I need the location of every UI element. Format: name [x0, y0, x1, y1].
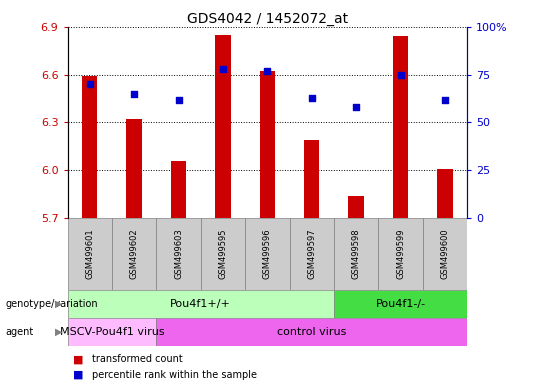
Text: GSM499599: GSM499599	[396, 229, 405, 279]
Bar	[304, 140, 320, 218]
Text: GSM499600: GSM499600	[441, 229, 449, 279]
Bar	[379, 218, 423, 290]
Bar	[215, 35, 231, 218]
Text: control virus: control virus	[277, 327, 346, 337]
Text: GSM499601: GSM499601	[85, 229, 94, 279]
Bar	[68, 290, 334, 318]
Bar	[334, 290, 467, 318]
Point	[352, 104, 360, 110]
Bar	[126, 119, 142, 218]
Bar	[112, 218, 156, 290]
Point	[396, 71, 405, 78]
Text: percentile rank within the sample: percentile rank within the sample	[92, 369, 257, 379]
Text: ■: ■	[73, 369, 83, 379]
Bar	[156, 218, 201, 290]
Bar	[156, 318, 467, 346]
Bar	[348, 196, 364, 218]
Point	[263, 68, 272, 74]
Bar	[68, 318, 156, 346]
Text: GSM499597: GSM499597	[307, 229, 316, 279]
Point	[174, 96, 183, 103]
Text: ■: ■	[73, 354, 83, 364]
Text: transformed count: transformed count	[92, 354, 183, 364]
Point	[130, 91, 138, 97]
Bar	[201, 218, 245, 290]
Point	[441, 96, 449, 103]
Bar	[260, 71, 275, 218]
Title: GDS4042 / 1452072_at: GDS4042 / 1452072_at	[187, 12, 348, 26]
Text: GSM499603: GSM499603	[174, 228, 183, 280]
Text: agent: agent	[5, 327, 33, 337]
Bar	[171, 161, 186, 218]
Text: Pou4f1-/-: Pou4f1-/-	[375, 299, 426, 309]
Text: GSM499595: GSM499595	[218, 229, 227, 279]
Text: GSM499596: GSM499596	[263, 229, 272, 279]
Bar	[437, 169, 453, 218]
Point	[219, 66, 227, 72]
Bar	[393, 36, 408, 218]
Text: ▶: ▶	[55, 327, 62, 337]
Text: ▶: ▶	[55, 299, 62, 309]
Bar	[245, 218, 289, 290]
Point	[307, 94, 316, 101]
Text: MSCV-Pou4f1 virus: MSCV-Pou4f1 virus	[59, 327, 164, 337]
Bar	[423, 218, 467, 290]
Point	[85, 81, 94, 87]
Text: Pou4f1+/+: Pou4f1+/+	[170, 299, 231, 309]
Text: GSM499598: GSM499598	[352, 229, 361, 279]
Text: genotype/variation: genotype/variation	[5, 299, 98, 309]
Bar	[334, 218, 379, 290]
Text: GSM499602: GSM499602	[130, 229, 139, 279]
Bar	[82, 76, 98, 218]
Bar	[289, 218, 334, 290]
Bar	[68, 218, 112, 290]
